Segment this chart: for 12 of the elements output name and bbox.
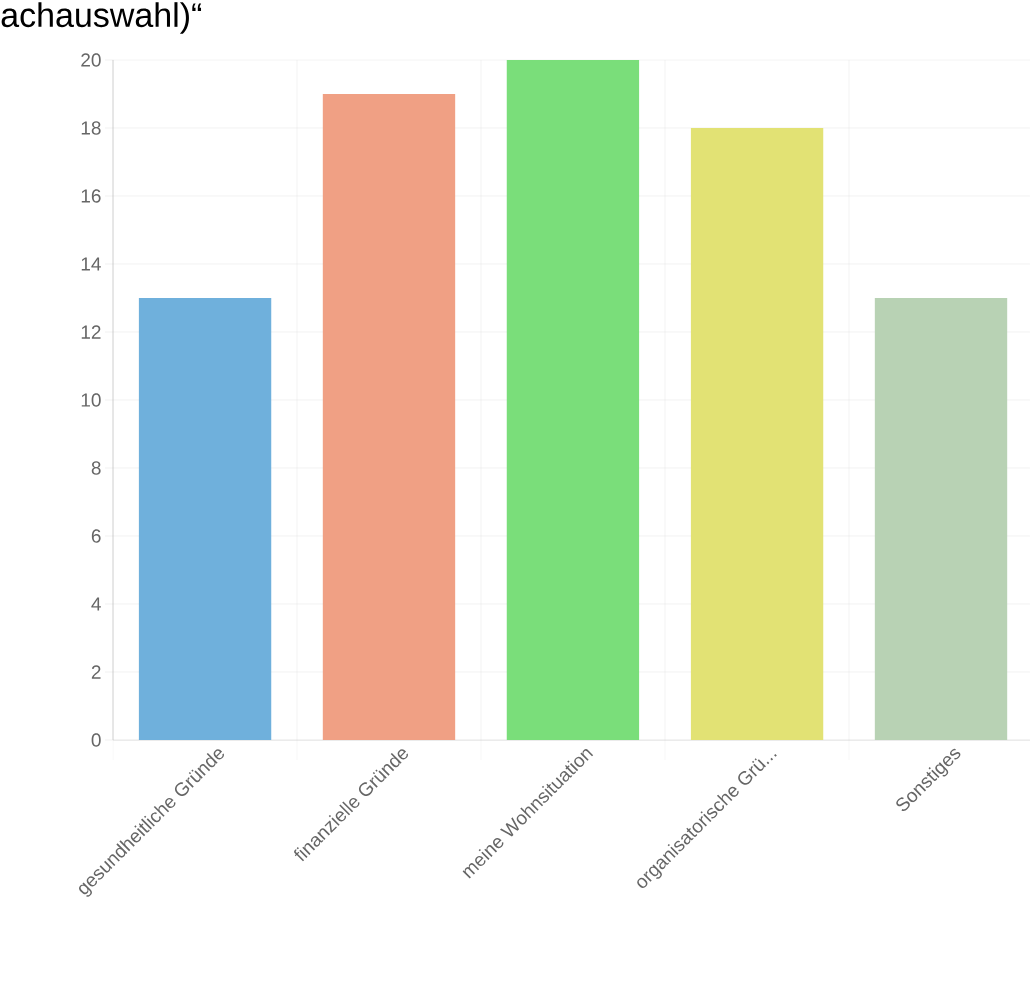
y-tick-label: 10 <box>81 393 101 407</box>
y-tick-label: 14 <box>81 257 101 271</box>
y-tick-label: 4 <box>91 597 101 611</box>
y-tick-label: 16 <box>81 189 101 203</box>
y-tick-label: 12 <box>81 325 101 339</box>
y-tick-label: 6 <box>91 529 101 543</box>
y-tick-label: 0 <box>91 733 101 747</box>
y-tick-label: 8 <box>91 461 101 475</box>
y-tick-label: 20 <box>81 53 101 67</box>
y-tick-label: 18 <box>81 121 101 135</box>
chart-title: achauswahl)“ <box>1 2 202 34</box>
y-tick-label: 2 <box>91 665 101 679</box>
